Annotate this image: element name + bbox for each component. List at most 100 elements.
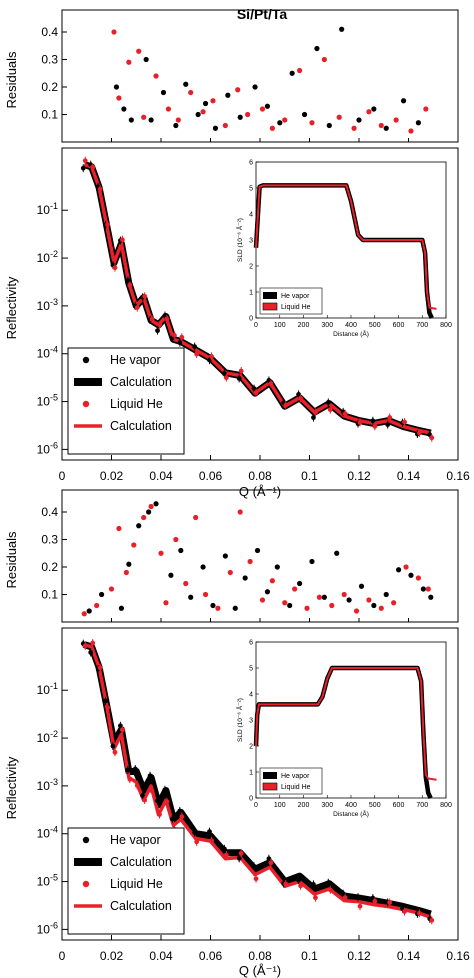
bottom-residual-point-liquid [341,591,347,598]
bottom-residual-point-liquid [353,608,360,614]
bottom-residual-point-vapor [242,575,248,581]
bottom-data-point-vapor [132,766,138,772]
top-inset-ytick-label: 0 [249,316,253,323]
bottom-data-point-liquid [120,727,125,733]
bottom-data-point-vapor [140,793,146,798]
bottom-data-point-liquid [157,812,162,817]
top-residual-point-vapor [400,98,407,104]
top-residual-point-liquid [321,56,327,63]
top-residual-point-vapor [415,120,421,126]
bottom-data-point-liquid [194,839,200,845]
top-legend-box [67,347,185,455]
top-residual-point-vapor [237,114,243,120]
bottom-data-point-liquid [164,799,170,805]
top-data-point-liquid [417,430,422,436]
top-residual-point-vapor [371,106,377,112]
bottom-inset-legend-label: He vapor [281,773,310,780]
bottom-inset-xtick-label: 200 [298,802,310,809]
top-residual-point-vapor [143,56,149,63]
bottom-data-point-vapor [110,743,116,749]
bottom-xtick-label: 0.02 [100,949,124,963]
top-xtick-label: 0.04 [149,469,173,483]
top-data-point-liquid [253,390,259,396]
bottom-data-point-vapor [207,829,212,834]
top-residual-point-liquid [408,128,414,134]
top-data-point-vapor [192,344,198,349]
bottom-residual-point-liquid [391,600,397,606]
top-inset-ytick-label: 4 [249,212,253,219]
bottom-residual-point-liquid [163,600,169,606]
bottom-residual-point-vapor [371,602,377,609]
top-reflectivity-ytick-label: 10-4 [37,345,58,361]
top-residual-point-liquid [245,111,251,118]
top-residual-point-liquid [378,122,384,129]
top-inset-legend-label: He vapor [281,293,310,300]
bottom-inset-xtick-label: 600 [393,802,405,809]
top-data-point-liquid [142,293,148,299]
top-inset-xtick-label: 600 [393,322,405,329]
bottom-data-point-liquid [372,898,378,904]
bottom-residuals-ytick-label: 0.4 [41,505,58,519]
top-data-point-liquid [97,186,103,192]
top-data-point-liquid [402,419,407,425]
bottom-residual-point-liquid [173,536,179,543]
top-inset-ytick-label: 2 [249,264,253,271]
bottom-residual-point-vapor [321,594,327,600]
bottom-residual-point-liquid [158,550,164,556]
top-data-point-vapor [296,392,301,397]
bottom-residual-point-liquid [259,597,266,603]
bottom-inset-xlabel: Distance (Å) [333,809,369,818]
bottom-legend-label: Calculation [110,899,172,913]
bottom-residual-point-vapor [153,501,159,507]
bottom-inset-xtick-label: 0 [254,802,258,809]
top-residuals-ytick-label: 0.3 [41,53,58,67]
top-data-point-vapor [80,165,86,171]
top-inset-xtick-label: 700 [416,322,428,329]
bottom-legend-label: He vapor [110,833,161,847]
top-data-point-vapor [221,371,227,376]
top-data-point-liquid [327,407,333,413]
top-xtick-label: 0 [59,469,66,483]
top-residual-point-liquid [136,48,142,54]
top-residual-point-liquid [210,98,216,104]
bottom-residual-point-liquid [247,558,253,565]
top-residuals-ytick-label: 0.4 [41,25,58,39]
top-data-point-liquid [120,237,125,243]
bottom-inset-xtick-label: 100 [274,802,286,809]
top-reflectivity-label: Reflectivity [4,276,19,339]
top-inset-ytick-label: 6 [249,160,253,167]
top-data-point-vapor [311,415,316,420]
bottom-residual-point-vapor [118,605,124,611]
figure-title: Si/Pt/Ta [237,6,288,22]
top-residual-point-vapor [383,125,389,131]
top-residual-point-vapor [301,111,308,118]
bottom-data-point-liquid [417,910,422,916]
bottom-residuals-frame [61,489,459,623]
top-residual-point-vapor [202,100,209,107]
bottom-residual-point-liquid [329,602,335,609]
bottom-residual-point-vapor [408,572,414,578]
top-data-point-liquid [149,316,155,322]
top-residual-point-liquid [200,109,206,115]
top-inset-xlabel: Distance (Å) [333,329,369,338]
bottom-data-point-vapor [192,830,198,835]
top-legend-label: Calculation [110,419,172,433]
bottom-xtick-label: 0.16 [446,949,470,963]
top-inset-xtick-label: 200 [298,322,310,329]
bottom-data-point-vapor [118,723,123,729]
top-residual-point-vapor [195,111,201,118]
top-inset-ylabel: SLD (10⁻⁶ Å⁻²) [235,218,244,262]
bottom-data-point-vapor [169,816,175,822]
top-reflectivity-ytick-label: 10-5 [37,393,58,409]
bottom-data-point-vapor [155,798,160,804]
bottom-reflectivity-label: Reflectivity [4,756,19,819]
bottom-inset-xtick-label: 700 [416,802,428,809]
top-residual-point-vapor [113,84,120,90]
top-data-point-liquid [342,411,348,417]
top-reflectivity-ytick-label: 10-3 [37,297,58,313]
bottom-residual-point-vapor [146,509,152,515]
top-residual-point-vapor [314,45,320,52]
top-residual-point-vapor [173,122,179,129]
top-data-point-liquid [157,322,162,328]
top-data-point-liquid [105,222,110,228]
